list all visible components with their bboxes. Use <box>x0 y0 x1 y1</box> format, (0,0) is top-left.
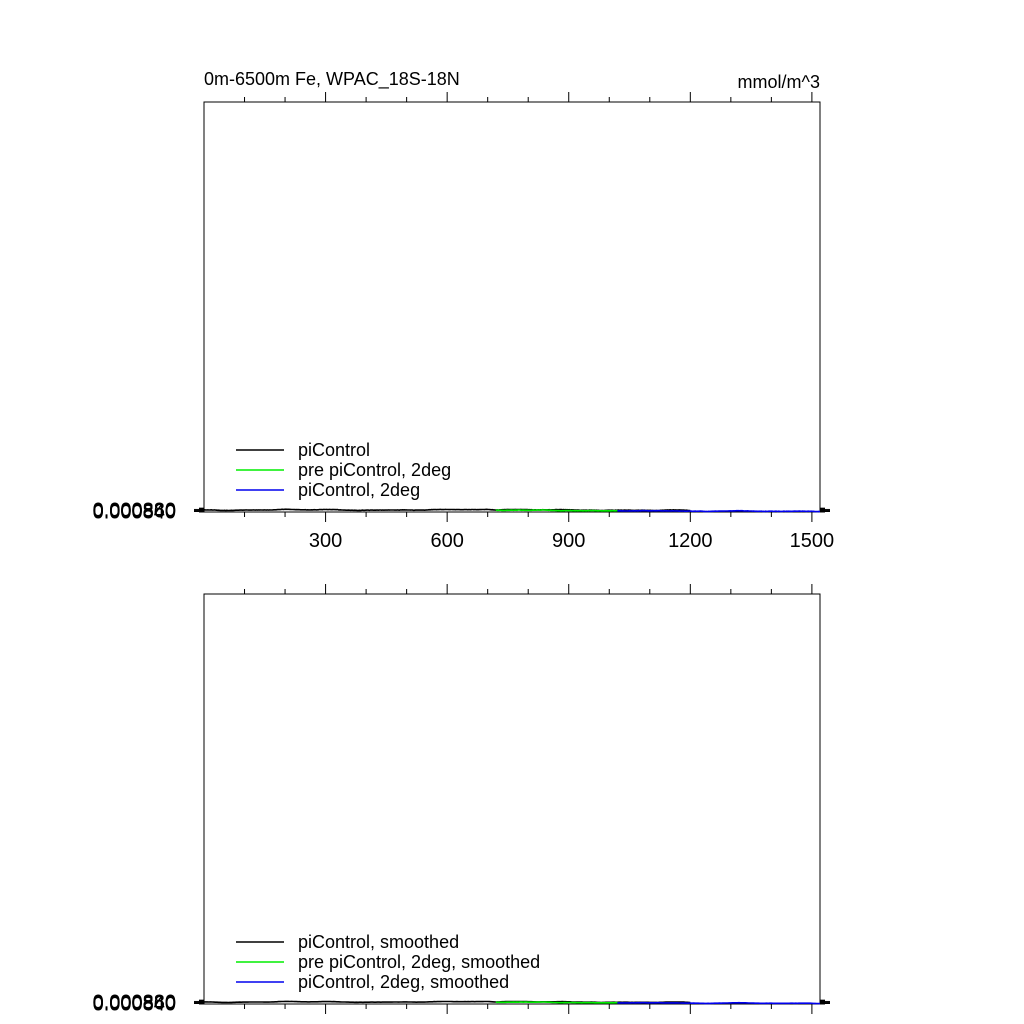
y-tick-label: 0.000840 <box>93 501 176 523</box>
plot-frame <box>203 593 821 1005</box>
legend-label: pre piControl, 2deg <box>298 460 451 480</box>
series-line <box>495 509 618 512</box>
top-chart-units: mmol/m^3 <box>738 72 820 92</box>
top-chart-title: 0m-6500m Fe, WPAC_18S-18N <box>204 69 460 90</box>
legend-label: piControl <box>298 440 370 460</box>
x-tick-label: 900 <box>552 530 585 552</box>
y-tick-label: 0.000840 <box>93 993 176 1015</box>
series-line <box>495 1001 618 1004</box>
series-line <box>617 1001 821 1005</box>
legend-label: pre piControl, 2deg, smoothed <box>298 952 540 972</box>
legend-label: piControl, 2deg, smoothed <box>298 972 509 992</box>
plot-frame <box>203 101 821 513</box>
y-tick-label: 0.000880 <box>93 499 176 521</box>
series-line <box>617 509 821 513</box>
x-tick-label: 300 <box>309 530 342 552</box>
y-tick-label: 0.000860 <box>93 992 176 1014</box>
legend-label: piControl, 2deg <box>298 480 420 500</box>
y-tick-label: 0.000860 <box>93 500 176 522</box>
x-tick-label: 1500 <box>790 530 835 552</box>
legend-label: piControl, smoothed <box>298 932 459 952</box>
x-tick-label: 1200 <box>668 530 713 552</box>
top-panel: 0m-6500m Fe, WPAC_18S-18N mmol/m^3 300 60… <box>93 69 835 552</box>
x-tick-label: 600 <box>430 530 463 552</box>
y-tick-label: 0.000880 <box>93 991 176 1013</box>
